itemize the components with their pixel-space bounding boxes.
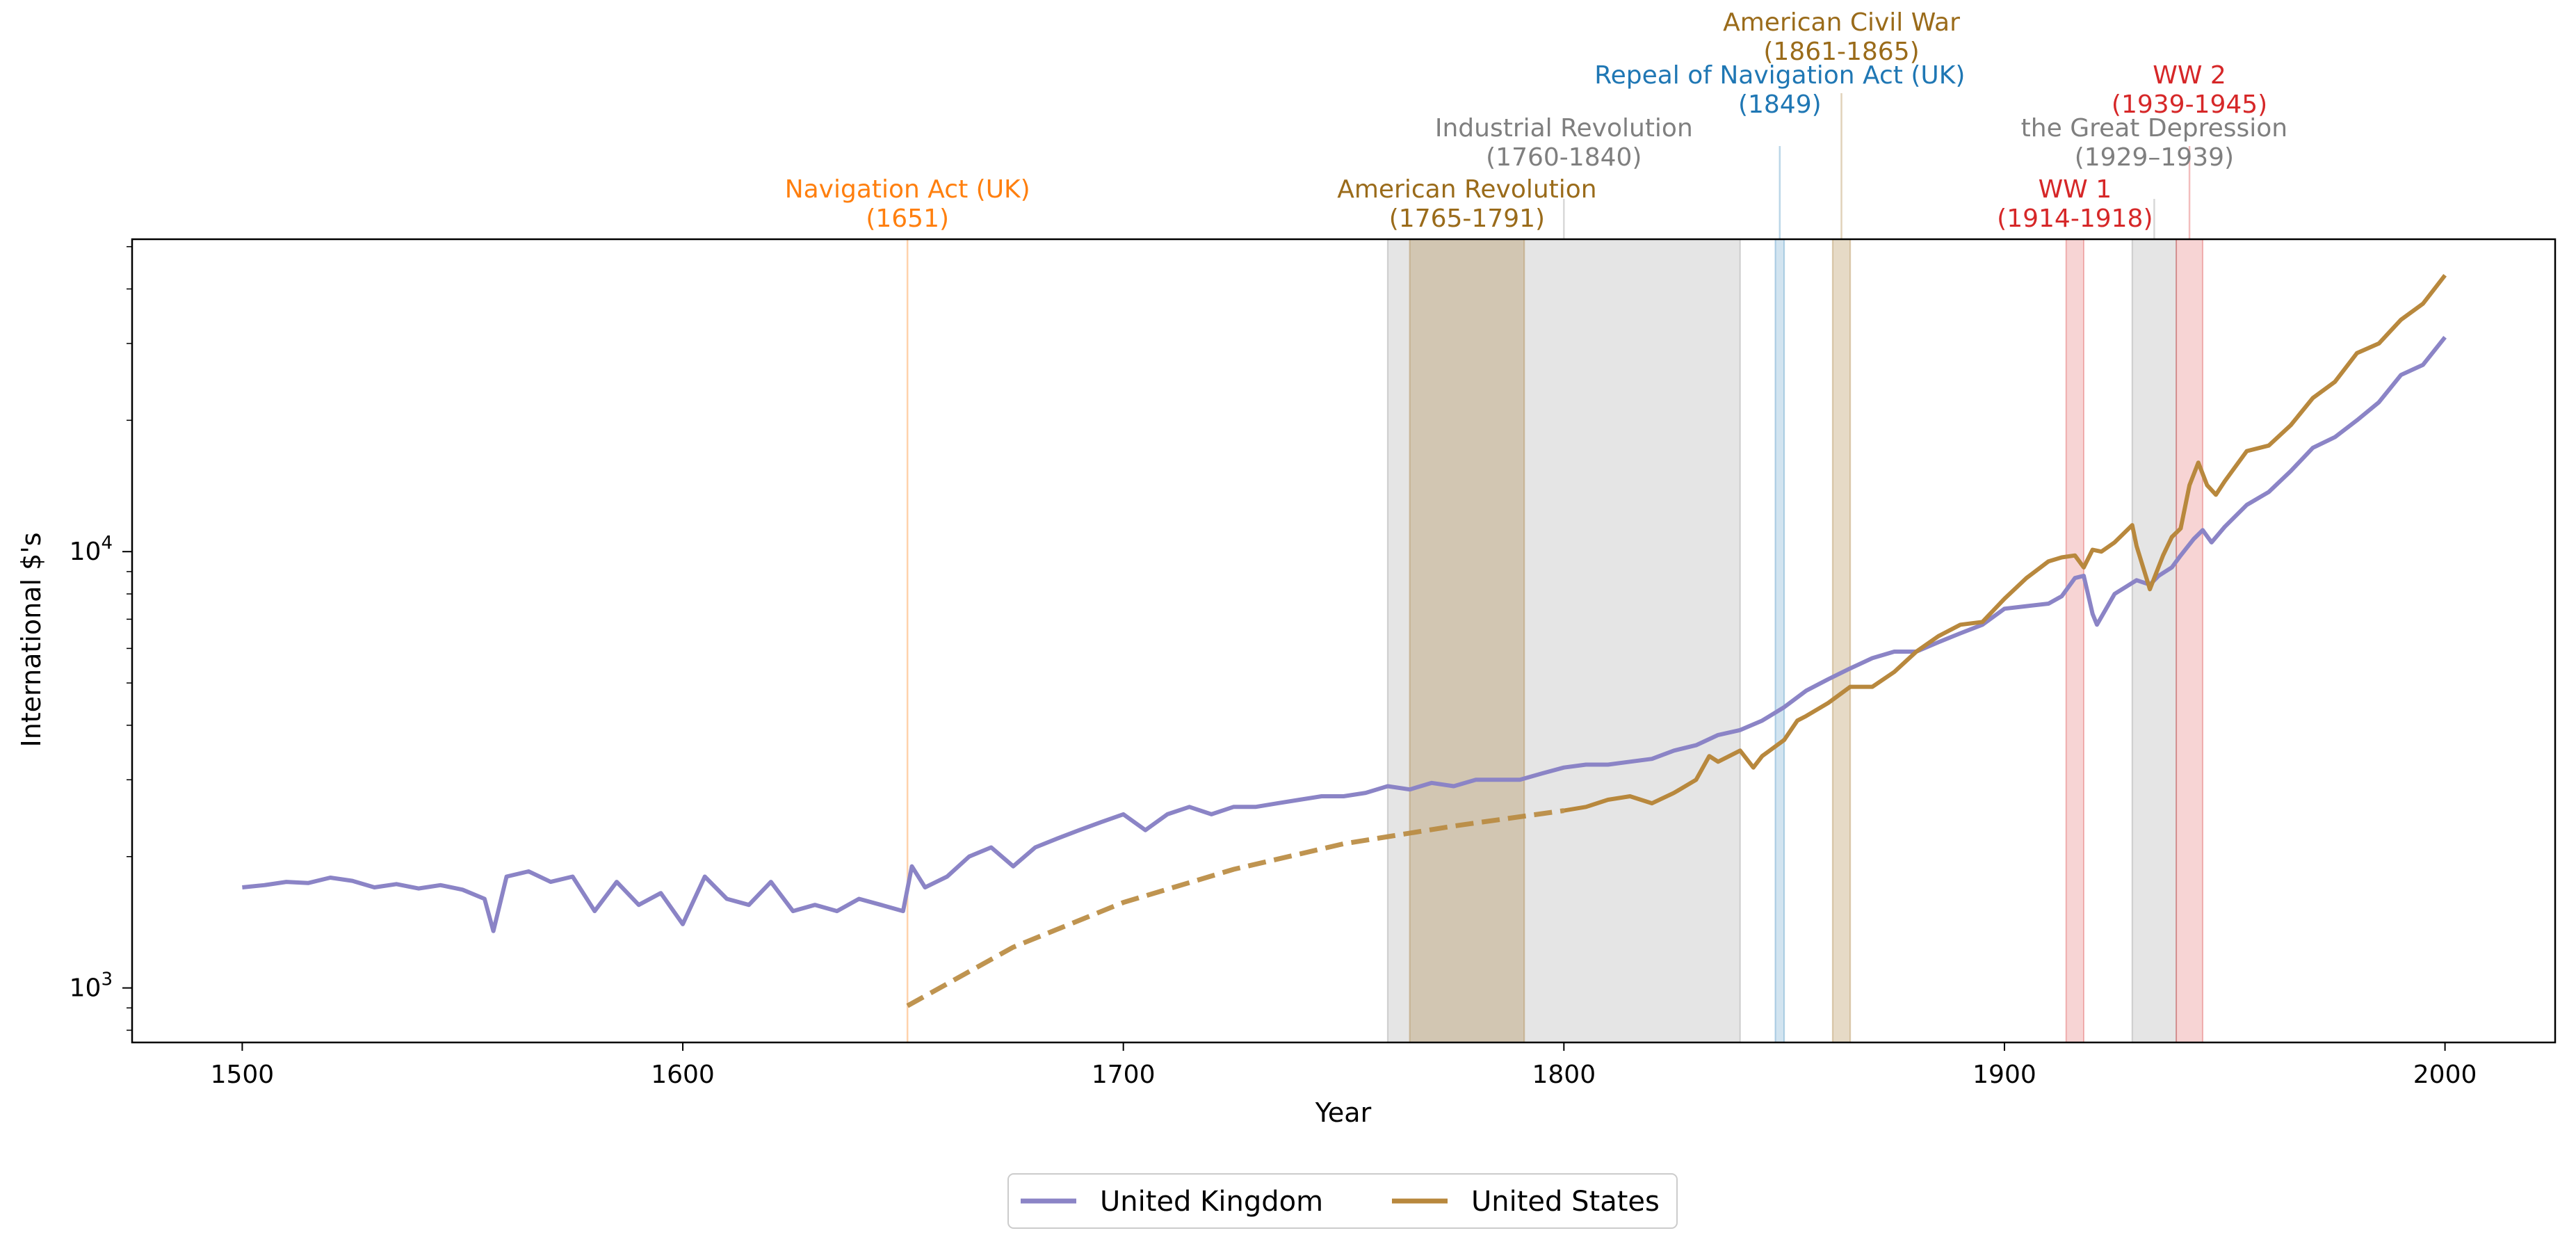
x-tick-label: 1900 [1972, 1061, 2036, 1089]
legend-box [1007, 1173, 1678, 1229]
legend-label: United Kingdom [1100, 1186, 1323, 1218]
legend-label: United States [1471, 1186, 1660, 1218]
series-line [242, 336, 2447, 933]
y-tick-label: 104 [70, 533, 113, 566]
event-span [2176, 239, 2204, 1043]
x-tick-label: 1700 [1092, 1061, 1156, 1089]
x-axis-title: Year [1315, 1097, 1372, 1128]
event-labels: Navigation Act (UK) (1651) Industrial Revo… [785, 8, 2287, 233]
event-label: Repeal of Navigation Act (UK) (1849) [1594, 61, 1965, 119]
axis-ticks: 1500 1600 1700 1800 1900 2000 103 104 [70, 245, 2477, 1089]
series-lines [242, 273, 2447, 1008]
x-tick-label: 1800 [1532, 1061, 1596, 1089]
y-axis-title: International $'s [16, 532, 47, 747]
series-dashed-line [906, 808, 1564, 1008]
event-spans [906, 93, 2204, 1043]
event-span [1409, 239, 1525, 1043]
x-tick-label: 1500 [211, 1061, 275, 1089]
event-span [1774, 239, 1785, 1043]
legend: United Kingdom United States [1007, 1173, 1678, 1229]
event-label: Navigation Act (UK) (1651) [785, 175, 1030, 233]
event-label: Industrial Revolution (1760-1840) [1435, 114, 1693, 172]
event-span [2065, 239, 2085, 1043]
event-label: American Civil War (1861-1865) [1723, 8, 1960, 66]
event-label: WW 2 (1939-1945) [2112, 61, 2267, 119]
x-tick-label: 1600 [651, 1061, 715, 1089]
event-label: WW 1 (1914-1918) [1997, 175, 2153, 233]
event-span [2131, 239, 2178, 1043]
series-line [1563, 273, 2447, 813]
event-label: the Great Depression (1929–1939) [2021, 114, 2287, 172]
x-tick-label: 2000 [2413, 1061, 2477, 1089]
event-span [1831, 239, 1852, 1043]
plot-frame [131, 238, 2557, 1044]
event-label: American Revolution (1765-1791) [1337, 175, 1596, 233]
y-tick-label: 103 [70, 969, 113, 1003]
